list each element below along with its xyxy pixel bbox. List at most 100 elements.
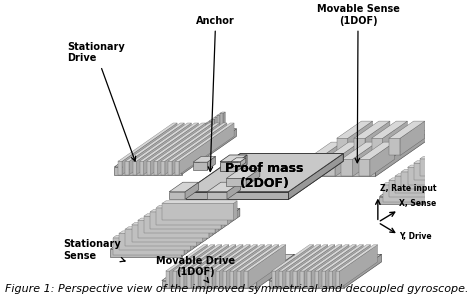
Polygon shape xyxy=(439,174,442,193)
Polygon shape xyxy=(289,153,343,199)
Polygon shape xyxy=(329,245,371,271)
Polygon shape xyxy=(324,142,360,159)
Polygon shape xyxy=(201,125,206,127)
Polygon shape xyxy=(194,245,236,271)
Polygon shape xyxy=(420,159,464,176)
Polygon shape xyxy=(151,123,206,175)
Polygon shape xyxy=(375,131,430,176)
Polygon shape xyxy=(336,271,340,288)
Text: Z, Rate input: Z, Rate input xyxy=(380,184,437,193)
Polygon shape xyxy=(156,205,231,207)
Polygon shape xyxy=(340,245,378,288)
Polygon shape xyxy=(185,192,289,199)
Polygon shape xyxy=(165,123,220,175)
Text: Proof mass
(2DOF): Proof mass (2DOF) xyxy=(225,162,304,191)
Polygon shape xyxy=(470,152,473,172)
Polygon shape xyxy=(230,245,272,271)
Polygon shape xyxy=(114,129,237,167)
Polygon shape xyxy=(215,214,219,233)
Polygon shape xyxy=(179,123,234,175)
Polygon shape xyxy=(220,114,223,134)
Text: Figure 1: Perspective view of the improved symmetrical and decoupled gyroscope.: Figure 1: Perspective view of the improv… xyxy=(5,284,469,294)
Polygon shape xyxy=(140,123,199,161)
Polygon shape xyxy=(193,156,216,162)
Polygon shape xyxy=(177,245,215,288)
Polygon shape xyxy=(333,245,371,288)
Polygon shape xyxy=(432,150,474,167)
Polygon shape xyxy=(168,123,227,161)
Polygon shape xyxy=(166,245,208,271)
Polygon shape xyxy=(163,201,237,203)
Polygon shape xyxy=(228,205,231,225)
Polygon shape xyxy=(161,161,165,175)
Polygon shape xyxy=(144,214,219,216)
Polygon shape xyxy=(137,123,191,175)
Polygon shape xyxy=(445,169,448,189)
Polygon shape xyxy=(389,180,433,198)
Polygon shape xyxy=(215,116,220,117)
Polygon shape xyxy=(217,114,222,115)
Polygon shape xyxy=(344,254,382,288)
Polygon shape xyxy=(113,235,188,238)
Polygon shape xyxy=(197,226,200,246)
Polygon shape xyxy=(203,222,206,242)
Polygon shape xyxy=(219,245,257,288)
Polygon shape xyxy=(119,231,194,233)
Polygon shape xyxy=(119,233,191,250)
Polygon shape xyxy=(301,169,375,176)
Polygon shape xyxy=(198,127,203,129)
Polygon shape xyxy=(365,121,390,156)
Polygon shape xyxy=(203,125,207,146)
Polygon shape xyxy=(335,142,360,176)
Polygon shape xyxy=(118,161,122,175)
Polygon shape xyxy=(173,245,215,271)
Text: X, Sense: X, Sense xyxy=(399,199,437,208)
Polygon shape xyxy=(414,163,457,180)
Polygon shape xyxy=(191,245,229,288)
Polygon shape xyxy=(426,155,470,172)
Polygon shape xyxy=(212,245,250,288)
Polygon shape xyxy=(237,245,279,271)
Polygon shape xyxy=(150,212,221,229)
Polygon shape xyxy=(307,142,342,159)
Polygon shape xyxy=(234,201,237,220)
Polygon shape xyxy=(187,271,191,288)
Polygon shape xyxy=(237,271,241,288)
Polygon shape xyxy=(172,123,227,175)
Polygon shape xyxy=(389,138,400,156)
Polygon shape xyxy=(173,271,177,288)
Polygon shape xyxy=(217,115,220,137)
Polygon shape xyxy=(207,182,241,192)
Polygon shape xyxy=(133,161,137,175)
Polygon shape xyxy=(132,225,203,242)
Polygon shape xyxy=(163,203,234,220)
Polygon shape xyxy=(129,123,184,175)
Polygon shape xyxy=(113,238,184,255)
Polygon shape xyxy=(223,112,225,134)
Polygon shape xyxy=(187,245,229,271)
Polygon shape xyxy=(227,245,264,288)
Polygon shape xyxy=(201,127,203,150)
Polygon shape xyxy=(237,155,247,171)
Polygon shape xyxy=(383,185,427,202)
Text: Anchor: Anchor xyxy=(196,16,235,171)
Polygon shape xyxy=(207,192,227,199)
Text: Movable Drive
(1DOF): Movable Drive (1DOF) xyxy=(156,256,236,283)
Polygon shape xyxy=(293,271,297,288)
Polygon shape xyxy=(244,245,286,271)
Polygon shape xyxy=(201,127,204,148)
Polygon shape xyxy=(138,218,212,220)
Polygon shape xyxy=(290,245,328,288)
Polygon shape xyxy=(286,271,290,288)
Polygon shape xyxy=(158,123,213,175)
Polygon shape xyxy=(301,131,430,169)
Polygon shape xyxy=(383,182,430,185)
Polygon shape xyxy=(318,142,342,176)
Polygon shape xyxy=(209,121,212,142)
Polygon shape xyxy=(279,271,283,288)
Polygon shape xyxy=(354,121,390,138)
Polygon shape xyxy=(156,207,228,225)
Polygon shape xyxy=(126,123,184,161)
Polygon shape xyxy=(341,142,377,159)
Polygon shape xyxy=(133,123,191,161)
